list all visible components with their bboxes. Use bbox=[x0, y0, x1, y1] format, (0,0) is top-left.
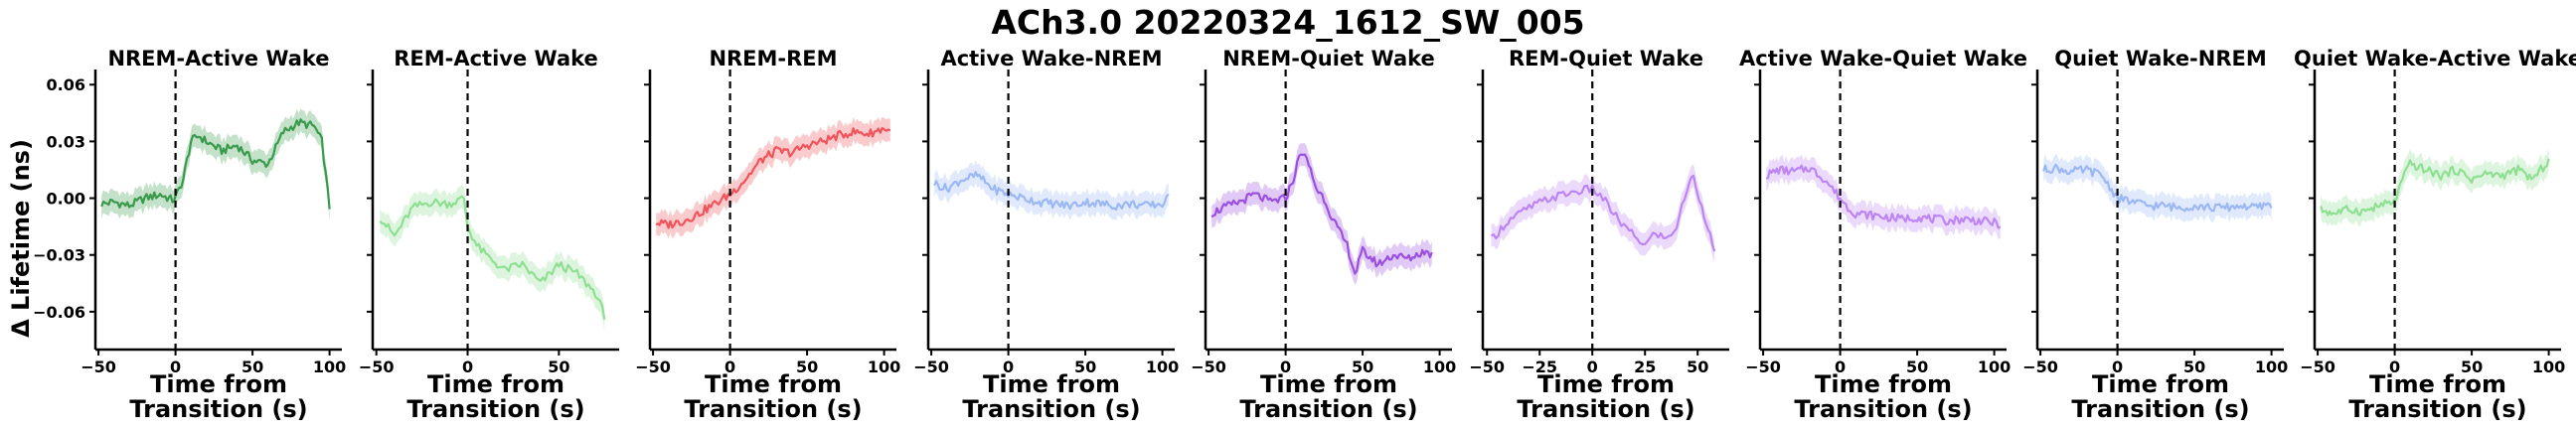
series-line bbox=[2042, 163, 2273, 213]
series-line bbox=[100, 118, 331, 210]
x-axis-label-line1: Time from bbox=[150, 370, 287, 398]
x-tick-label: 0 bbox=[2389, 358, 2400, 376]
subplot-title: Active Wake-Quiet Wake bbox=[1739, 47, 2027, 71]
x-tick-label: 100 bbox=[1978, 358, 2011, 376]
x-tick-label: 50 bbox=[1074, 358, 1096, 376]
subplot-4: Active Wake-NREM −50 0 50 100 Time fromTransi… bbox=[913, 47, 1179, 423]
error-band bbox=[656, 116, 890, 239]
subplot-title: REM-Quiet Wake bbox=[1509, 47, 1703, 71]
x-tick-label: 0 bbox=[1003, 358, 1014, 376]
x-tick-label: 50 bbox=[242, 358, 263, 376]
series-line bbox=[933, 171, 1170, 212]
x-tick-label: −50 bbox=[2300, 358, 2335, 376]
y-tick-label: −0.03 bbox=[33, 246, 85, 265]
y-tick-label: −0.06 bbox=[33, 303, 85, 322]
y-tick-label: 0.00 bbox=[47, 190, 85, 209]
error-band bbox=[380, 185, 605, 332]
x-tick-label: −50 bbox=[635, 358, 671, 376]
x-tick-label: −50 bbox=[80, 358, 116, 376]
error-band bbox=[1211, 143, 1432, 285]
x-tick-label: 0 bbox=[1280, 358, 1291, 376]
x-axis-label-line2: Transition (s) bbox=[1239, 395, 1417, 423]
subplot-title: Active Wake-NREM bbox=[940, 47, 1162, 71]
subplot-5: NREM-Quiet Wake −50 0 50 100 Time fromTransit… bbox=[1191, 47, 1456, 423]
series-line bbox=[379, 195, 606, 320]
subplot-title: REM-Active Wake bbox=[394, 47, 598, 71]
x-axis-label-line1: Time from bbox=[2092, 370, 2229, 398]
x-tick-label: 50 bbox=[2461, 358, 2483, 376]
x-tick-label: 50 bbox=[548, 358, 569, 376]
x-axis-label-line1: Time from bbox=[1815, 370, 1952, 398]
x-tick-label: 0 bbox=[170, 358, 181, 376]
subplot-7: Active Wake-Quiet Wake −50 0 50 100 Time from… bbox=[1739, 47, 2027, 423]
x-axis-label-line1: Time from bbox=[427, 370, 564, 398]
subplot-6: REM-Quiet Wake −50 −25 0 25 50 Time fromTransi… bbox=[1469, 47, 1729, 423]
x-tick-label: 100 bbox=[2255, 358, 2288, 376]
error-band bbox=[2043, 153, 2272, 222]
x-tick-label: 50 bbox=[1352, 358, 1373, 376]
x-tick-label: 50 bbox=[1906, 358, 1928, 376]
x-tick-label: 100 bbox=[868, 358, 900, 376]
error-band bbox=[101, 107, 330, 221]
x-axis-label-line1: Time from bbox=[705, 370, 842, 398]
y-tick-label: 0.06 bbox=[47, 75, 85, 94]
x-axis-label-line2: Transition (s) bbox=[684, 395, 862, 423]
x-tick-label: −50 bbox=[1191, 358, 1226, 376]
x-tick-label: 50 bbox=[1687, 358, 1708, 376]
x-tick-label: 50 bbox=[2183, 358, 2205, 376]
x-axis-label-line1: Time from bbox=[983, 370, 1120, 398]
error-band bbox=[1491, 164, 1715, 263]
subplot-title: NREM-Active Wake bbox=[107, 47, 329, 71]
x-axis-label-line2: Transition (s) bbox=[2071, 395, 2249, 423]
x-tick-label: −50 bbox=[2022, 358, 2058, 376]
x-axis-label-line2: Transition (s) bbox=[962, 395, 1140, 423]
y-tick-label: 0.03 bbox=[47, 132, 85, 151]
panels-group: NREM-Active Wake 0.06 0.03 0.00 −0.03 −0.06 −5… bbox=[33, 47, 2576, 423]
x-tick-label: 100 bbox=[1146, 358, 1179, 376]
y-axis-label: Δ Lifetime (ns) bbox=[7, 139, 35, 338]
x-tick-label: −50 bbox=[913, 358, 949, 376]
x-tick-label: −50 bbox=[359, 358, 395, 376]
x-tick-label: 25 bbox=[1634, 358, 1656, 376]
x-tick-label: 0 bbox=[1835, 358, 1846, 376]
figure-title: ACh3.0 20220324_1612_SW_005 bbox=[991, 3, 1584, 42]
subplot-title: Quiet Wake-Active Wake bbox=[2294, 47, 2576, 71]
x-axis-label-line1: Time from bbox=[1537, 370, 1675, 398]
error-band bbox=[2321, 147, 2549, 227]
x-tick-label: −25 bbox=[1522, 358, 1557, 376]
series-line bbox=[2320, 158, 2550, 216]
x-tick-label: 100 bbox=[313, 358, 346, 376]
error-band bbox=[934, 160, 1169, 221]
subplot-title: Quiet Wake-NREM bbox=[2054, 47, 2267, 71]
x-tick-label: 50 bbox=[796, 358, 818, 376]
x-tick-label: −50 bbox=[1469, 358, 1505, 376]
subplot-title: NREM-REM bbox=[709, 47, 837, 71]
x-tick-label: 0 bbox=[1587, 358, 1598, 376]
series-line bbox=[655, 126, 891, 229]
series-line bbox=[1210, 153, 1433, 275]
x-axis-label-line2: Transition (s) bbox=[406, 395, 584, 423]
series-line bbox=[1765, 164, 2002, 229]
x-tick-label: 0 bbox=[2112, 358, 2123, 376]
subplot-9: Quiet Wake-Active Wake −50 0 50 100 Time from… bbox=[2294, 47, 2576, 423]
x-tick-label: 100 bbox=[2532, 358, 2565, 376]
subplot-title: NREM-Quiet Wake bbox=[1222, 47, 1435, 71]
x-axis-label-line2: Transition (s) bbox=[1794, 395, 1972, 423]
subplot-8: Quiet Wake-NREM −50 0 50 100 Time fromTransit… bbox=[2022, 47, 2288, 423]
x-axis-label-line2: Transition (s) bbox=[129, 395, 307, 423]
series-line bbox=[1490, 174, 1716, 252]
subplot-1: NREM-Active Wake 0.06 0.03 0.00 −0.03 −0.06 −5… bbox=[33, 47, 346, 423]
x-tick-label: 0 bbox=[462, 358, 473, 376]
x-tick-label: −50 bbox=[1745, 358, 1781, 376]
x-tick-label: 100 bbox=[1423, 358, 1456, 376]
x-axis-label-line2: Transition (s) bbox=[2348, 395, 2526, 423]
x-axis-label-line2: Transition (s) bbox=[1517, 395, 1694, 423]
x-axis-label-line1: Time from bbox=[1260, 370, 1397, 398]
x-tick-label: 0 bbox=[724, 358, 735, 376]
x-axis-label-line1: Time from bbox=[2369, 370, 2506, 398]
